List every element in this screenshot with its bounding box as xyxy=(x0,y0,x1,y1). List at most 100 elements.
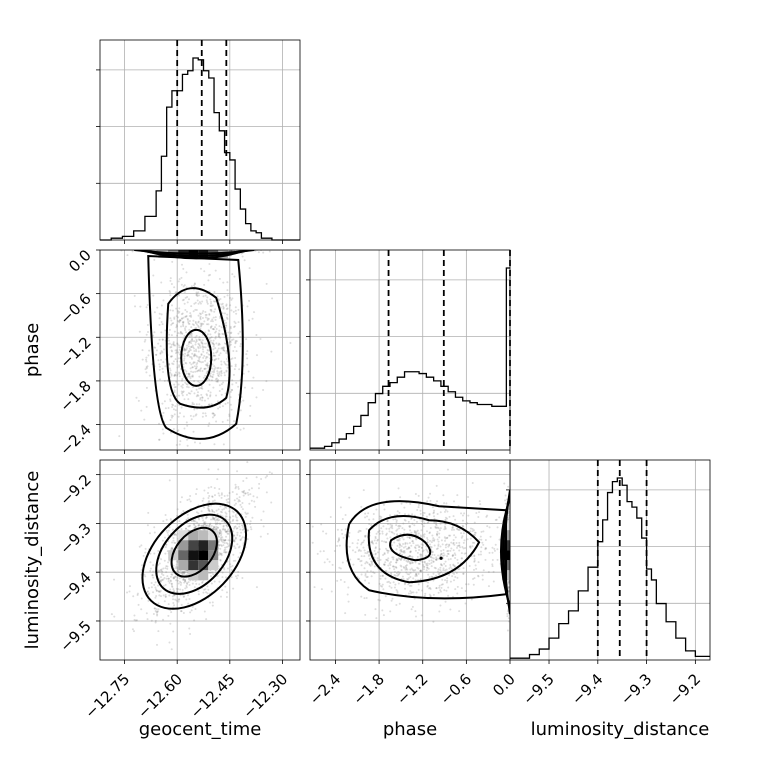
sample-point xyxy=(215,357,218,360)
sample-point xyxy=(450,528,453,531)
sample-point xyxy=(507,516,510,519)
sample-point xyxy=(223,342,226,345)
sample-point xyxy=(348,531,351,534)
sample-point xyxy=(415,520,418,523)
sample-point xyxy=(140,597,143,600)
sample-point xyxy=(199,327,202,330)
sample-point xyxy=(406,542,409,545)
sample-point xyxy=(224,539,227,542)
sample-point xyxy=(427,551,430,554)
sample-point xyxy=(184,361,187,364)
sample-point xyxy=(407,555,410,558)
sample-point xyxy=(169,371,172,374)
sample-point xyxy=(178,571,181,574)
sample-point xyxy=(212,528,215,531)
sample-point xyxy=(487,585,490,588)
sample-point xyxy=(192,519,195,522)
sample-point xyxy=(439,522,442,525)
sample-point xyxy=(196,299,199,302)
sample-point xyxy=(441,543,444,546)
sample-point xyxy=(204,342,207,345)
sample-point xyxy=(420,614,423,617)
sample-point xyxy=(433,515,436,518)
sample-point xyxy=(407,546,410,549)
sample-point xyxy=(212,412,215,415)
sample-point xyxy=(386,519,389,522)
sample-point xyxy=(201,387,204,390)
sample-point xyxy=(201,396,204,399)
sample-point xyxy=(432,572,435,575)
sample-point xyxy=(402,566,405,569)
sample-point xyxy=(207,366,210,369)
sample-point xyxy=(439,569,442,572)
sample-point xyxy=(237,485,240,488)
sample-point xyxy=(160,570,163,573)
sample-point xyxy=(145,371,148,374)
sample-point xyxy=(189,392,192,395)
sample-point xyxy=(386,558,389,561)
sample-point xyxy=(462,525,465,528)
sample-point xyxy=(118,435,121,438)
sample-point xyxy=(205,299,208,302)
sample-point xyxy=(411,605,414,608)
sample-point xyxy=(192,415,195,418)
sample-point xyxy=(469,530,472,533)
sample-point xyxy=(409,550,412,553)
sample-point xyxy=(161,402,164,405)
sample-point xyxy=(200,353,203,356)
sample-point xyxy=(186,424,189,427)
sample-point xyxy=(229,343,232,346)
sample-point xyxy=(180,325,183,328)
sample-point xyxy=(217,347,220,350)
sample-point xyxy=(507,617,510,620)
sample-point xyxy=(201,300,204,303)
sample-point xyxy=(149,567,152,570)
sample-point xyxy=(167,339,170,342)
sample-point xyxy=(455,523,458,526)
sample-point xyxy=(420,535,423,538)
sample-point xyxy=(429,555,432,558)
sample-point xyxy=(225,551,228,554)
sample-point xyxy=(408,526,411,529)
sample-point xyxy=(347,586,350,589)
sample-point xyxy=(170,283,173,286)
sample-point xyxy=(201,369,204,372)
sample-point xyxy=(164,593,167,596)
sample-point xyxy=(212,371,215,374)
sample-point xyxy=(328,560,331,563)
sample-point xyxy=(234,487,237,490)
sample-point xyxy=(507,590,510,593)
sample-point xyxy=(180,572,183,575)
sample-point xyxy=(268,250,271,253)
sample-point xyxy=(159,595,162,598)
sample-point xyxy=(462,567,465,570)
sample-point xyxy=(422,511,425,514)
sample-point xyxy=(207,329,210,332)
sample-point xyxy=(188,341,191,344)
sample-point xyxy=(409,575,412,578)
sample-point xyxy=(467,583,470,586)
sample-point xyxy=(220,540,223,543)
sample-point xyxy=(214,318,217,321)
sample-point xyxy=(380,516,383,519)
sample-point xyxy=(186,573,189,576)
sample-point xyxy=(387,580,390,583)
sample-point xyxy=(443,525,446,528)
sample-point xyxy=(167,561,170,564)
sample-point xyxy=(295,550,297,552)
sample-point xyxy=(196,355,199,358)
sample-point xyxy=(449,549,452,552)
sample-point xyxy=(187,581,190,584)
sample-point xyxy=(366,561,369,564)
sample-point xyxy=(396,590,399,593)
sample-point xyxy=(438,584,441,587)
sample-point xyxy=(141,358,144,361)
sample-point xyxy=(212,328,215,331)
sample-point xyxy=(194,367,197,370)
sample-point xyxy=(168,342,171,345)
sample-point xyxy=(197,461,199,463)
sample-point xyxy=(376,551,379,554)
sample-point xyxy=(185,586,188,589)
sample-point xyxy=(174,409,177,412)
sample-point xyxy=(393,586,396,589)
